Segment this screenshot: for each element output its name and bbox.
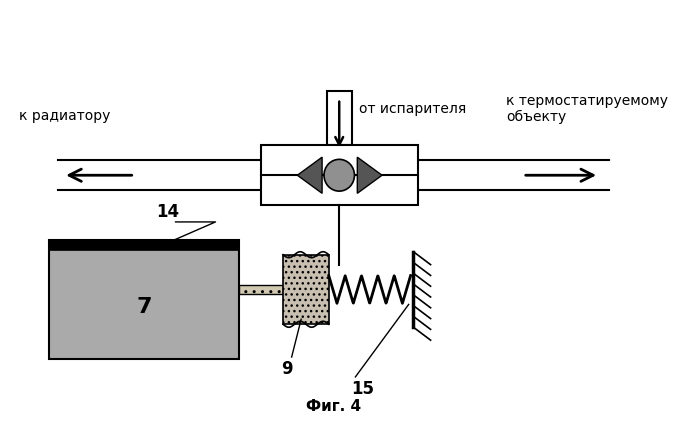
Text: 15: 15 xyxy=(352,380,375,398)
Polygon shape xyxy=(297,157,322,193)
Bar xyxy=(327,91,352,146)
Text: Фиг. 4: Фиг. 4 xyxy=(306,399,361,414)
Bar xyxy=(49,240,239,359)
Text: 14: 14 xyxy=(157,203,180,221)
Polygon shape xyxy=(357,157,382,193)
Text: 7: 7 xyxy=(136,297,152,317)
Text: к радиатору: к радиатору xyxy=(18,109,110,123)
Text: 9: 9 xyxy=(281,360,293,378)
Text: от испарителя: от испарителя xyxy=(359,102,466,115)
Bar xyxy=(261,146,418,205)
Bar xyxy=(283,255,329,324)
Circle shape xyxy=(324,159,354,191)
Text: к термостатируемому
объекту: к термостатируемому объекту xyxy=(506,93,668,124)
Bar xyxy=(239,285,283,294)
Bar xyxy=(49,240,239,250)
